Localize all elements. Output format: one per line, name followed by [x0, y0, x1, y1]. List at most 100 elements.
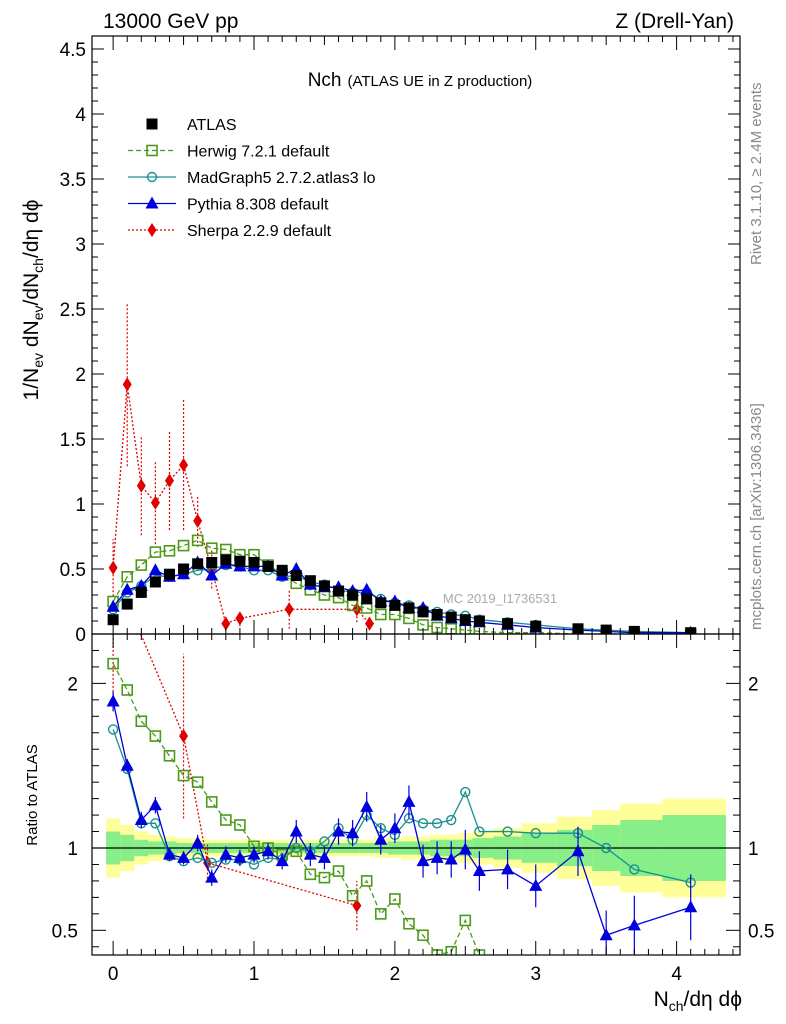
pythia-series-marker	[120, 582, 134, 595]
upper-y-tick-label: 3	[75, 235, 86, 256]
sherpa-ratio-series	[112, 634, 362, 931]
pythia-ratio-series-marker	[430, 850, 444, 863]
atlas-series-marker	[445, 611, 457, 623]
herwig-ratio-series-marker	[234, 819, 246, 831]
madgraph-ratio-series-marker	[530, 827, 541, 839]
series-layer	[106, 302, 698, 955]
upper-y-tick-label: 2.5	[60, 300, 86, 321]
herwig-ratio-series-marker	[205, 796, 218, 808]
lower-y-tick-label: 1	[67, 839, 78, 860]
herwig-series-marker	[149, 546, 162, 558]
pythia-ratio-series-marker	[205, 870, 219, 883]
lower-y-tick-label-right: 0.5	[748, 921, 774, 942]
herwig-ratio-series-marker	[149, 730, 162, 742]
legend-herwig-marker	[146, 144, 158, 157]
atlas-series-marker	[121, 598, 133, 610]
madgraph-ratio-series-marker	[107, 724, 119, 735]
pythia-series-marker	[205, 568, 219, 581]
legend-madgraph-label: MadGraph5 2.7.2.atlas3 lo	[187, 170, 376, 187]
upper-y-tick-label: 0.5	[60, 560, 86, 581]
atlas-series-marker	[361, 593, 373, 605]
rivet-version-label: Rivet 3.1.10, ≥ 2.4M events	[748, 83, 765, 266]
ratio-uncertainty-band	[92, 798, 740, 898]
atlas-series-marker	[403, 602, 415, 614]
herwig-ratio-series-marker	[374, 908, 387, 920]
legend-pythia-marker	[145, 196, 159, 209]
legend-atlas-marker	[146, 118, 158, 130]
lower-y-tick-label: 2	[67, 674, 78, 695]
sherpa-series-marker	[365, 616, 375, 631]
atlas-series	[107, 554, 697, 634]
sherpa-series-marker	[108, 560, 118, 575]
madgraph-ratio-series-marker	[417, 818, 429, 829]
madgraph-ratio-series-marker	[600, 842, 612, 854]
sherpa-series-marker	[235, 611, 245, 626]
herwig-series-marker	[205, 542, 218, 555]
atlas-series-marker	[107, 614, 119, 626]
pythia-ratio-series-marker	[684, 900, 698, 913]
herwig-ratio-series-marker	[318, 871, 331, 884]
madgraph-ratio-series-marker	[192, 852, 203, 864]
herwig-ratio-series-marker	[403, 917, 415, 930]
x-tick-label: 4	[671, 964, 682, 985]
herwig-ratio-series-marker	[121, 684, 134, 696]
sherpa-series-marker	[136, 478, 146, 493]
sherpa-series-marker	[179, 458, 189, 472]
sherpa-ratio-series-marker	[352, 898, 362, 913]
pythia-ratio-series-marker	[374, 832, 388, 845]
lower-y-tick-label: 0.5	[52, 921, 78, 942]
lower-y-tick-label-right: 1	[748, 839, 759, 860]
herwig-ratio-series-marker	[220, 814, 232, 826]
atlas-series-marker	[473, 615, 485, 627]
herwig-series-marker	[177, 539, 190, 552]
sherpa-series-marker	[150, 495, 160, 510]
axis-ticks: 0 0.5 1 1.5 2 2.5 3 3.5 4 4.5 0 1 2 3 4 0.5 0.5 1 1 2 2	[52, 36, 774, 985]
herwig-series	[107, 534, 697, 634]
plot-title: Nch (ATLAS UE in Z production)	[308, 70, 533, 91]
plot-title-main: Nch	[308, 70, 342, 91]
header-left-label: 13000 GeV pp	[103, 10, 238, 33]
herwig-ratio-series-marker	[445, 945, 458, 955]
watermark-label: MC 2019_I1736531	[443, 591, 557, 606]
atlas-series-marker	[220, 554, 232, 566]
pythia-ratio-series-marker	[458, 842, 472, 855]
herwig-ratio-series-marker	[346, 889, 359, 902]
madgraph-ratio-series-marker	[502, 826, 513, 837]
herwig-ratio-series-marker	[360, 875, 373, 887]
herwig-series-line	[112, 539, 691, 634]
lower-plot-frame	[91, 633, 741, 956]
herwig-series-marker	[163, 544, 176, 557]
upper-y-tick-label: 4	[75, 105, 86, 126]
atlas-series-marker	[304, 575, 316, 587]
herwig-ratio-series-marker	[191, 776, 204, 788]
atlas-series-marker	[375, 597, 387, 609]
pythia-ratio-series	[106, 691, 698, 955]
herwig-ratio-series-marker	[332, 865, 345, 877]
x-tick-label: 2	[390, 964, 401, 985]
upper-y-tick-label: 1.5	[60, 430, 86, 451]
madgraph-ratio-series-marker	[446, 814, 457, 826]
madgraph-ratio-series-marker	[431, 818, 443, 829]
pythia-ratio-series-marker	[599, 928, 613, 941]
x-tick-label: 3	[530, 964, 541, 985]
atlas-series-marker	[262, 560, 274, 572]
pythia-ratio-series-marker	[120, 758, 134, 771]
atlas-series-marker	[192, 558, 204, 570]
madgraph-ratio-series-marker	[460, 786, 471, 798]
herwig-series-marker	[121, 570, 134, 583]
atlas-series-marker	[149, 576, 161, 588]
atlas-series-marker	[135, 586, 147, 598]
pythia-series-marker	[106, 599, 120, 612]
pythia-ratio-series-marker	[275, 854, 289, 867]
pythia-ratio-series-marker	[472, 864, 486, 877]
upper-y-tick-label: 1	[75, 495, 86, 516]
herwig-ratio-series-line	[112, 663, 480, 955]
upper-y-tick-label: 2	[75, 365, 86, 386]
atlas-series-marker	[389, 599, 401, 611]
pythia-ratio-series-marker	[317, 850, 331, 863]
sherpa-series-marker	[122, 377, 132, 392]
legend: ATLAS Herwig 7.2.1 default MadGraph5 2.7.2…	[128, 117, 376, 240]
atlas-series-marker	[347, 589, 359, 601]
pythia-ratio-series-marker	[388, 821, 402, 834]
pythia-series-marker	[148, 563, 162, 576]
